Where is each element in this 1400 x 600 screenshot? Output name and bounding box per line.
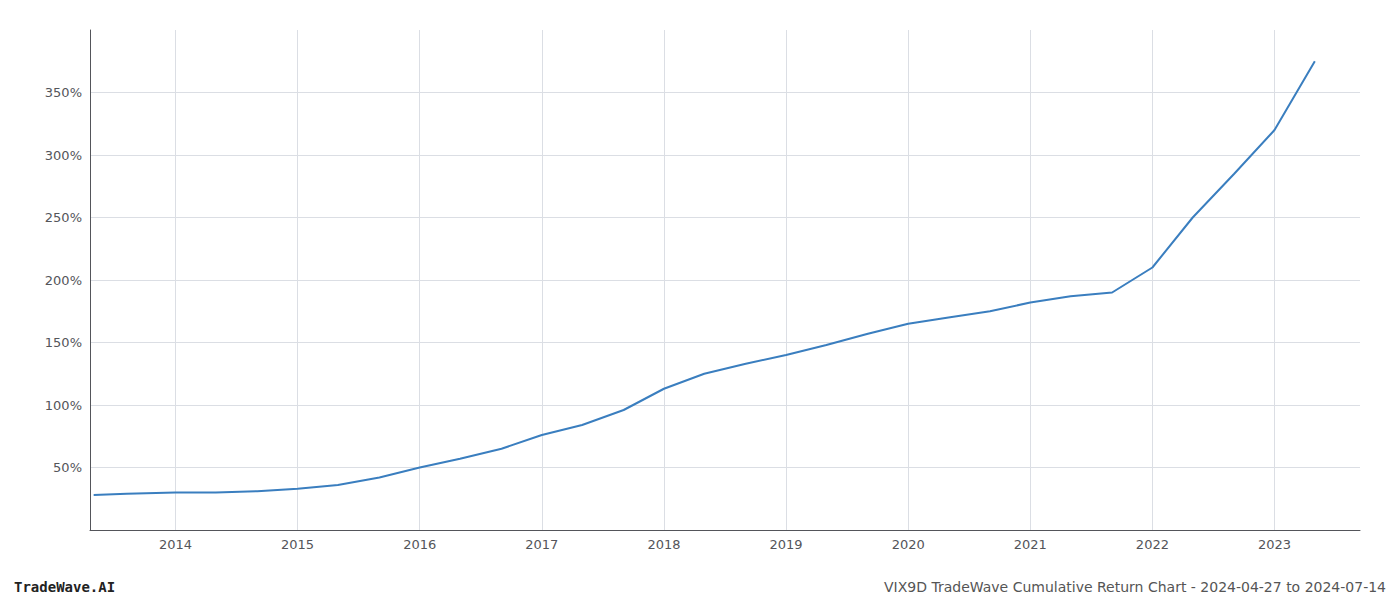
svg-text:2019: 2019 [770, 537, 803, 552]
svg-text:VIX9D TradeWave Cumulative Ret: VIX9D TradeWave Cumulative Return Chart … [884, 579, 1386, 595]
svg-text:350%: 350% [45, 85, 82, 100]
svg-text:2017: 2017 [525, 537, 558, 552]
svg-text:300%: 300% [45, 148, 82, 163]
svg-text:150%: 150% [45, 335, 82, 350]
svg-text:100%: 100% [45, 398, 82, 413]
svg-text:2018: 2018 [647, 537, 680, 552]
svg-text:2014: 2014 [159, 537, 192, 552]
svg-text:2021: 2021 [1014, 537, 1047, 552]
svg-text:50%: 50% [53, 460, 82, 475]
svg-text:2020: 2020 [892, 537, 925, 552]
svg-text:250%: 250% [45, 210, 82, 225]
svg-text:2016: 2016 [403, 537, 436, 552]
svg-text:200%: 200% [45, 273, 82, 288]
svg-text:2015: 2015 [281, 537, 314, 552]
svg-text:2022: 2022 [1136, 537, 1169, 552]
svg-text:2023: 2023 [1258, 537, 1291, 552]
svg-text:TradeWave.AI: TradeWave.AI [14, 579, 115, 595]
